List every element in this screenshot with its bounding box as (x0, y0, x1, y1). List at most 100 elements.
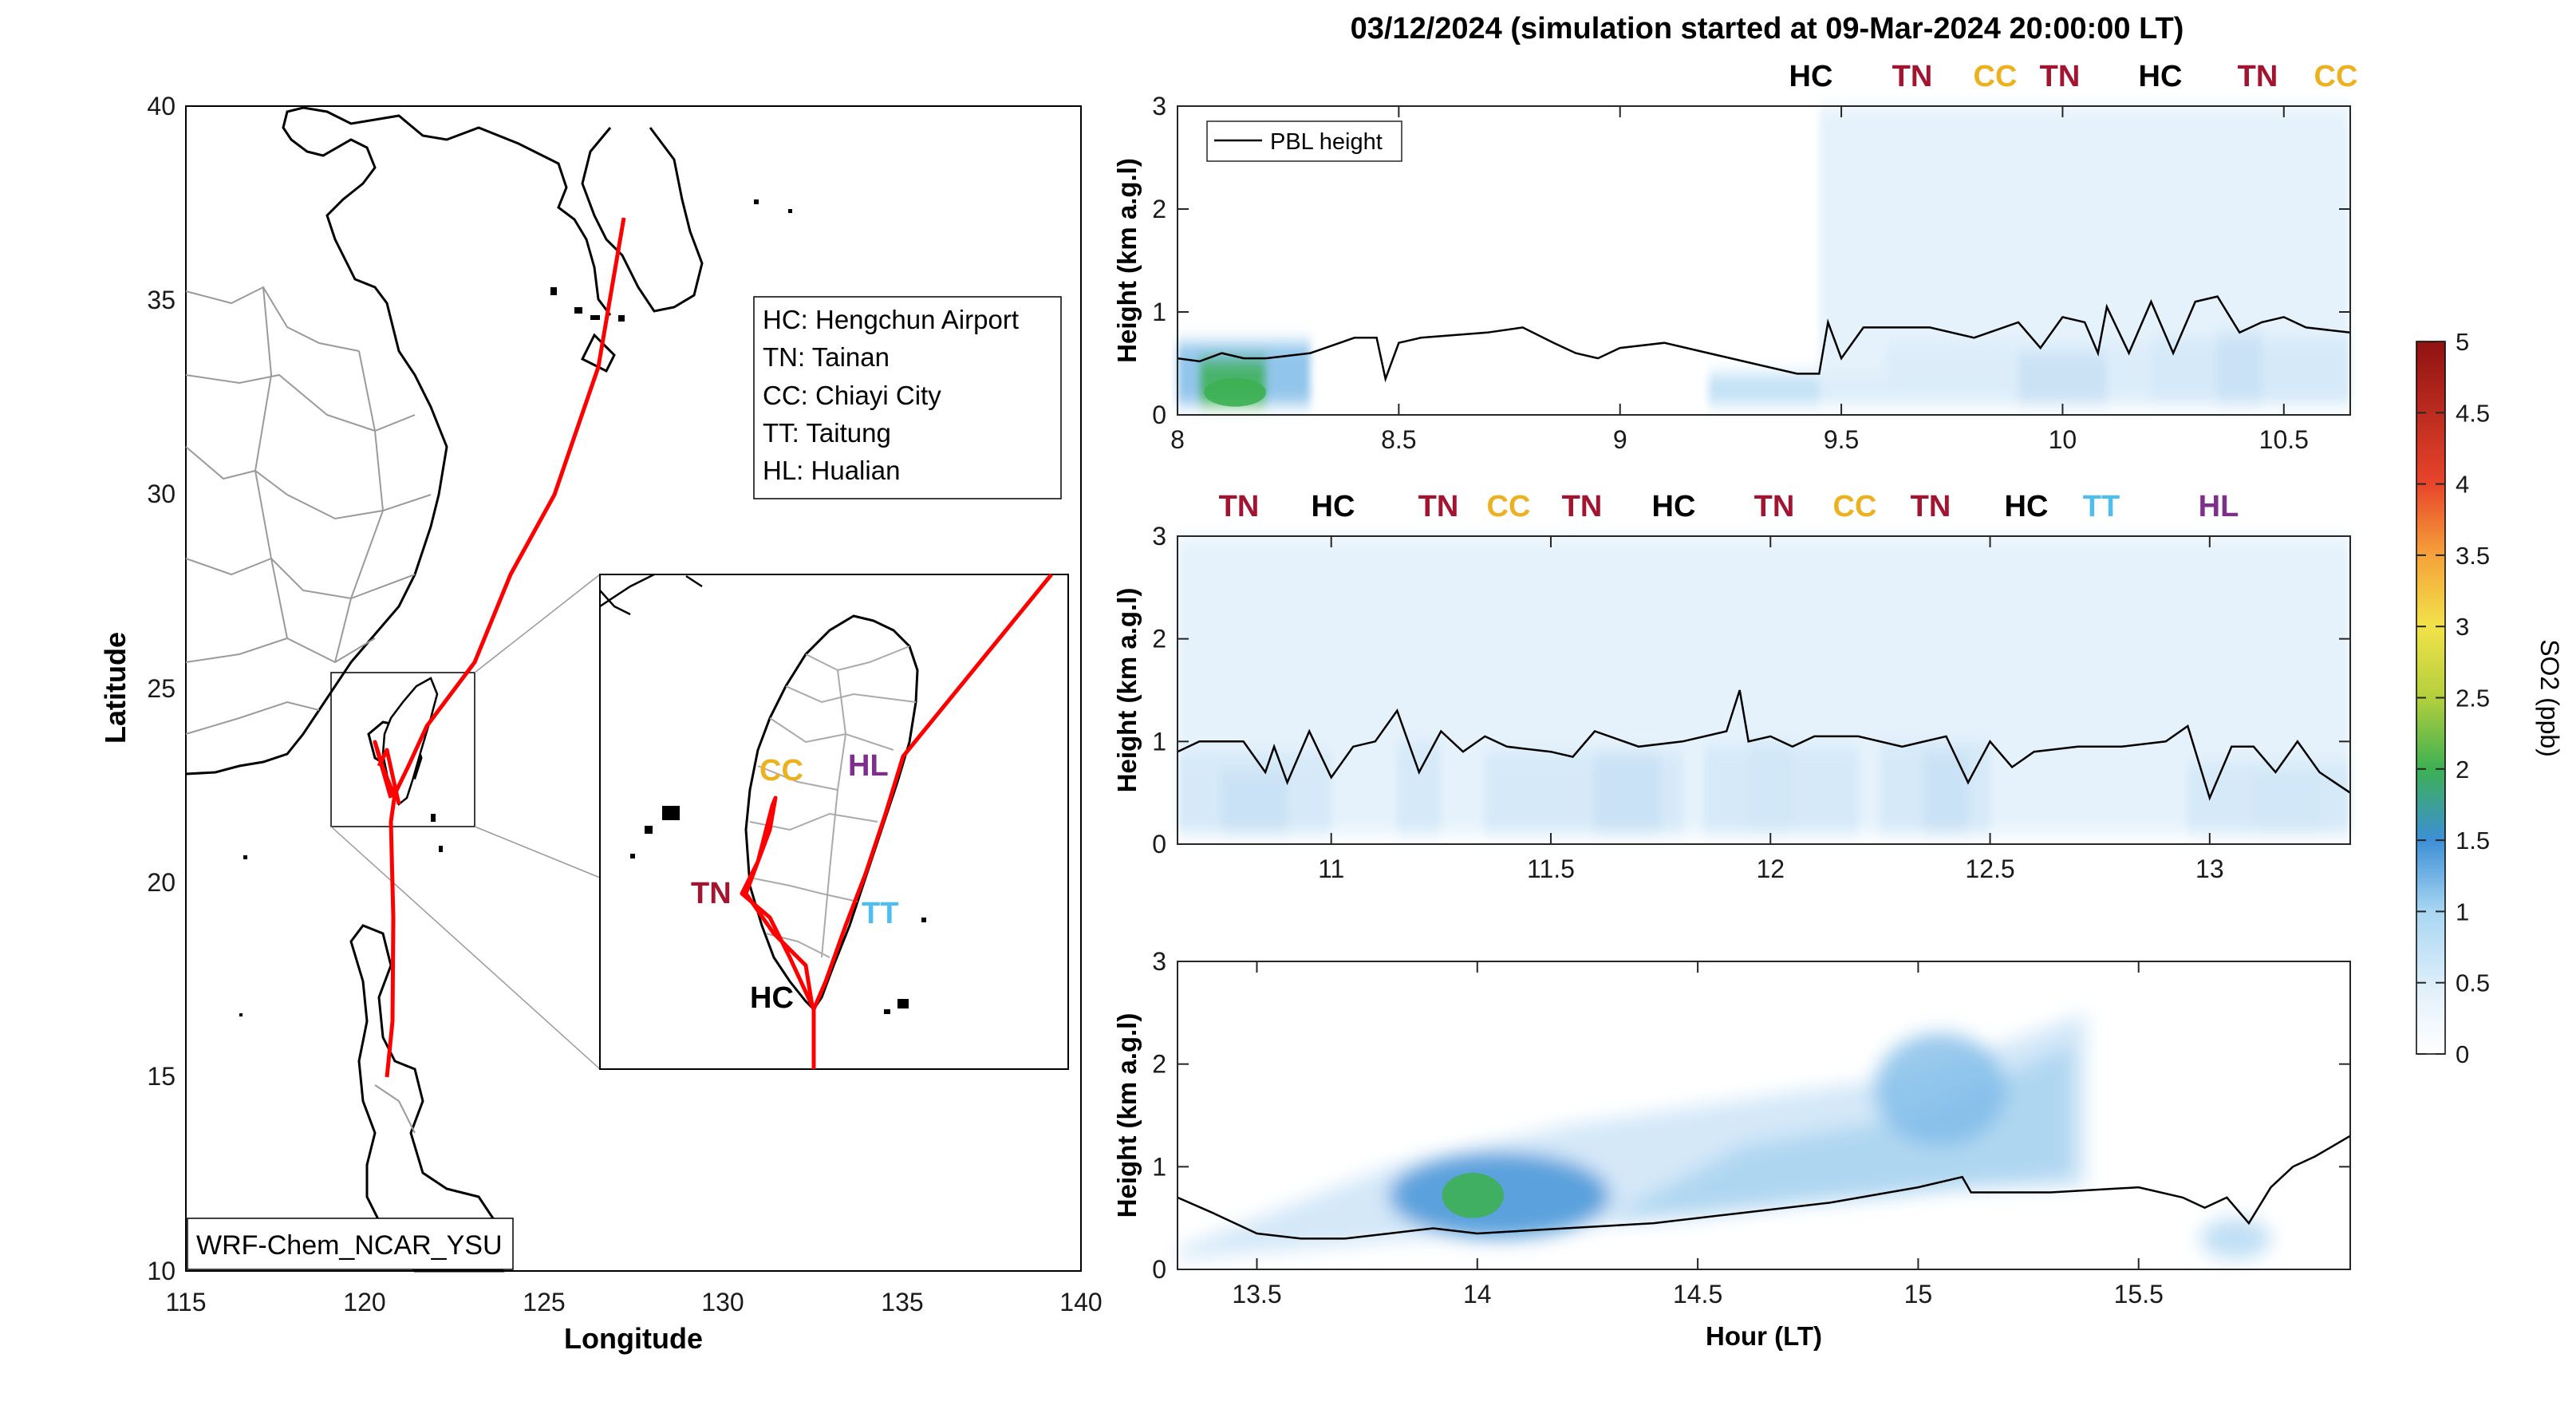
map-ytick-label: 30 (147, 480, 176, 508)
y-tick-label: 3 (1152, 947, 1166, 976)
map-y-label: Latitude (99, 632, 132, 744)
site-label-tt: TT (2083, 490, 2120, 523)
x-tick-label: 12 (1756, 855, 1785, 883)
map-ytick-label: 40 (147, 92, 176, 120)
site-label-tn: TN (1219, 490, 1260, 523)
y-tick-label: 0 (1152, 401, 1166, 429)
y-axis-label: Height (km a.g.l) (1112, 588, 1142, 793)
panel-3: 0 1 2 3 13.5 14 14.5 15 15.5 Height (km a.g.l) Hou… (1112, 947, 2351, 1351)
site-label-tn: TN (2040, 60, 2081, 93)
panel-frame (1177, 105, 2351, 416)
panel-frame (1177, 535, 2351, 845)
site-legend-hc: HC: Hengchun Airport (763, 305, 1019, 334)
inset-label-tt: TT (862, 897, 898, 930)
y-tick-label: 0 (1152, 830, 1166, 858)
y-tick-label: 2 (1152, 195, 1166, 223)
site-label-tn: TN (2238, 60, 2278, 93)
site-legend-box (753, 296, 1062, 499)
site-label-tn: TN (1892, 60, 1933, 93)
x-tick-label: 11.5 (1527, 855, 1575, 883)
site-legend-tn: TN: Tainan (763, 342, 890, 372)
y-tick-label: 2 (1152, 1050, 1166, 1079)
so2-shading (1178, 106, 2350, 405)
map-ytick-label: 15 (147, 1062, 176, 1091)
so2-band (1609, 1043, 2073, 1218)
site-label-hc: HC (1652, 490, 1696, 523)
x-tick-label: 15.5 (2114, 1280, 2164, 1308)
x-tick-label: 14 (1463, 1280, 1492, 1308)
y-tick-label: 1 (1152, 1152, 1166, 1181)
model-label: WRF-Chem_NCAR_YSU (196, 1230, 503, 1261)
x-tick-label: 15 (1904, 1280, 1933, 1308)
map-ytick-label: 35 (147, 286, 176, 314)
colorbar-tick-label: 4 (2456, 471, 2469, 499)
colorbar-tick-label: 5 (2456, 328, 2469, 356)
site-label-hc: HC (2005, 490, 2049, 523)
so2-peak (1442, 1173, 1504, 1218)
y-tick-label: 2 (1152, 625, 1166, 653)
x-tick-label: 13.5 (1232, 1280, 1281, 1308)
inset-label-tn: TN (691, 877, 732, 910)
colorbar-ticks: 0 0.5 1 1.5 2 2.5 3 3.5 4 4.5 5 (2416, 328, 2490, 1068)
y-tick-label: 3 (1152, 522, 1166, 551)
zoom-box (330, 672, 475, 827)
y-tick-label: 1 (1152, 298, 1166, 326)
x-tick-label: 14.5 (1673, 1280, 1722, 1308)
x-axis-label: Hour (LT) (1706, 1321, 1822, 1351)
site-label-hc: HC (1312, 490, 1355, 523)
pbl-legend-label: PBL height (1270, 129, 1383, 155)
colorbar-tick-label: 4.5 (2456, 399, 2490, 427)
y-axis-label: Height (km a.g.l) (1112, 1013, 1142, 1218)
flight-track (373, 217, 626, 1078)
colorbar-tick-label: 3.5 (2456, 542, 2490, 570)
site-label-cc: CC (2314, 60, 2358, 93)
colorbar-tick-label: 2.5 (2456, 685, 2490, 712)
so2-band (1178, 536, 2350, 835)
site-legend-hl: HL: Hualian (763, 456, 900, 485)
zoom-connector (474, 574, 601, 673)
site-label-cc: CC (1487, 490, 1531, 523)
y-tick-label: 0 (1152, 1255, 1166, 1284)
map-ytick-label: 10 (147, 1257, 176, 1285)
so2-shading (1178, 536, 2350, 835)
x-tick-label: 8 (1170, 425, 1185, 454)
map-y-ticks: 10 15 20 25 30 35 40 (147, 92, 176, 1285)
panel-frame (1177, 961, 2351, 1270)
so2-plume (1874, 1033, 2006, 1147)
colorbar-tick-label: 1.5 (2456, 827, 2490, 855)
admin-boundaries (185, 286, 432, 1134)
map-xtick-label: 125 (523, 1288, 565, 1316)
site-label-cc: CC (1833, 490, 1877, 523)
site-legend-tt: TT: Taitung (763, 418, 891, 448)
figure-title: 03/12/2024 (simulation started at 09-Mar… (1351, 12, 2184, 45)
colorbar: 0 0.5 1 1.5 2 2.5 3 3.5 4 4.5 5 SO2 (ppb) (2416, 328, 2564, 1068)
map-ytick-label: 20 (147, 868, 176, 897)
y-tick-label: 1 (1152, 727, 1166, 756)
map-xtick-label: 115 (165, 1288, 206, 1316)
colorbar-label: SO2 (ppb) (2535, 639, 2564, 757)
so2-band (1819, 106, 2350, 405)
inset-map: CC HL TN TT HC (599, 573, 1069, 1070)
site-label-hl: HL (2199, 490, 2239, 523)
inset-taiwan (744, 614, 919, 1012)
x-tick-label: 10.5 (2259, 425, 2309, 454)
map-xtick-label: 135 (881, 1288, 923, 1316)
colorbar-tick-label: 0 (2456, 1040, 2469, 1068)
so2-peak (1204, 377, 1266, 407)
map-xtick-label: 120 (343, 1288, 385, 1316)
map-ytick-label: 25 (147, 674, 176, 703)
x-tick-label: 11 (1318, 855, 1344, 883)
inset-coast-mainland (599, 573, 703, 616)
site-legend-cc: CC: Chiayi City (763, 381, 941, 410)
x-tick-label: 8.5 (1381, 425, 1416, 454)
colorbar-tick-label: 2 (2456, 756, 2469, 783)
colorbar-tick-label: 1 (2456, 898, 2469, 926)
map-x-ticks: 115 120 125 130 135 140 (165, 1288, 1102, 1316)
colorbar-tick-label: 0.5 (2456, 969, 2490, 997)
x-tick-label: 9 (1613, 425, 1627, 454)
map-x-label: Longitude (564, 1322, 703, 1355)
x-tick-label: 9.5 (1824, 425, 1859, 454)
